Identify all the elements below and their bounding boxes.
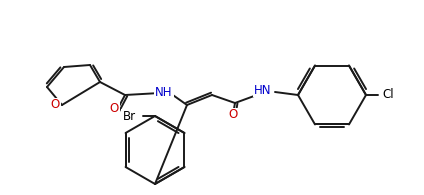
- Text: Cl: Cl: [382, 89, 394, 102]
- Text: NH: NH: [155, 85, 173, 98]
- Text: HN: HN: [254, 83, 272, 97]
- Text: O: O: [50, 98, 60, 112]
- Text: Br: Br: [123, 110, 136, 122]
- Text: O: O: [229, 108, 237, 121]
- Text: O: O: [109, 102, 119, 114]
